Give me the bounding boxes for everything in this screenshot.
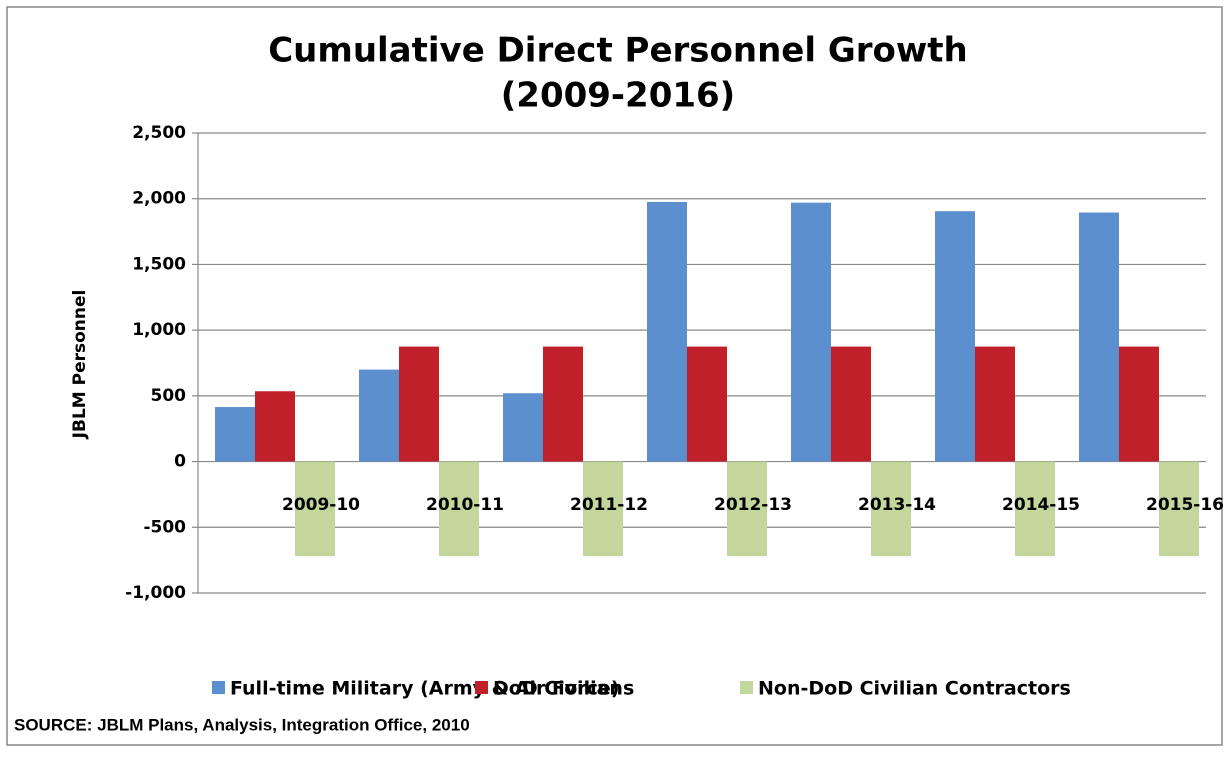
y-tick-label: 2,500: [132, 123, 186, 143]
legend-label: DoD Civilians: [493, 678, 634, 700]
y-tick-label: 1,500: [132, 254, 186, 274]
legend-label: Non-DoD Civilian Contractors: [758, 678, 1071, 700]
bar: [543, 346, 583, 462]
y-tick-label: 1,000: [132, 320, 186, 340]
x-tick-label: 2012-13: [714, 495, 792, 515]
bar: [1015, 461, 1055, 557]
bar: [1079, 212, 1119, 462]
y-tick-label: -1,000: [125, 583, 186, 603]
y-tick-label: 2,000: [132, 189, 186, 209]
bar: [1159, 461, 1199, 557]
bar: [687, 346, 727, 462]
bar: [791, 202, 831, 462]
bar: [1119, 346, 1159, 462]
chart-title: (2009-2016): [501, 76, 735, 116]
x-tick-label: 2010-11: [426, 495, 504, 515]
bar: [359, 369, 399, 462]
bar: [295, 461, 335, 557]
bar: [871, 461, 911, 557]
y-axis-label: JBLM Personnel: [70, 290, 90, 440]
x-tick-label: 2009-10: [282, 495, 360, 515]
x-tick-label: 2014-15: [1002, 495, 1080, 515]
legend-swatch: [212, 681, 225, 694]
y-tick-label: 500: [151, 386, 187, 406]
source: SOURCE: JBLM Plans, Analysis, Integratio…: [14, 715, 470, 734]
x-tick-label: 2013-14: [858, 495, 936, 515]
bar: [255, 391, 295, 462]
x-tick-label: 2015-16: [1146, 495, 1224, 515]
y-tick-label: -500: [143, 517, 186, 537]
bar: [215, 407, 255, 462]
bar: [727, 461, 767, 557]
chart-title: Cumulative Direct Personnel Growth: [268, 31, 968, 71]
bar: [399, 346, 439, 462]
legend-swatch: [475, 681, 488, 694]
bar: [935, 211, 975, 462]
bar: [975, 346, 1015, 462]
bar: [583, 461, 623, 557]
chart-frame: [6, 6, 1223, 746]
bar: [439, 461, 479, 557]
x-tick-label: 2011-12: [570, 495, 648, 515]
bar: [503, 393, 543, 462]
bar: [831, 346, 871, 462]
legend-label: Full-time Military (Army & Air Force): [230, 678, 620, 700]
bar: [647, 202, 687, 462]
y-tick-label: 0: [174, 452, 186, 472]
legend-swatch: [740, 681, 753, 694]
